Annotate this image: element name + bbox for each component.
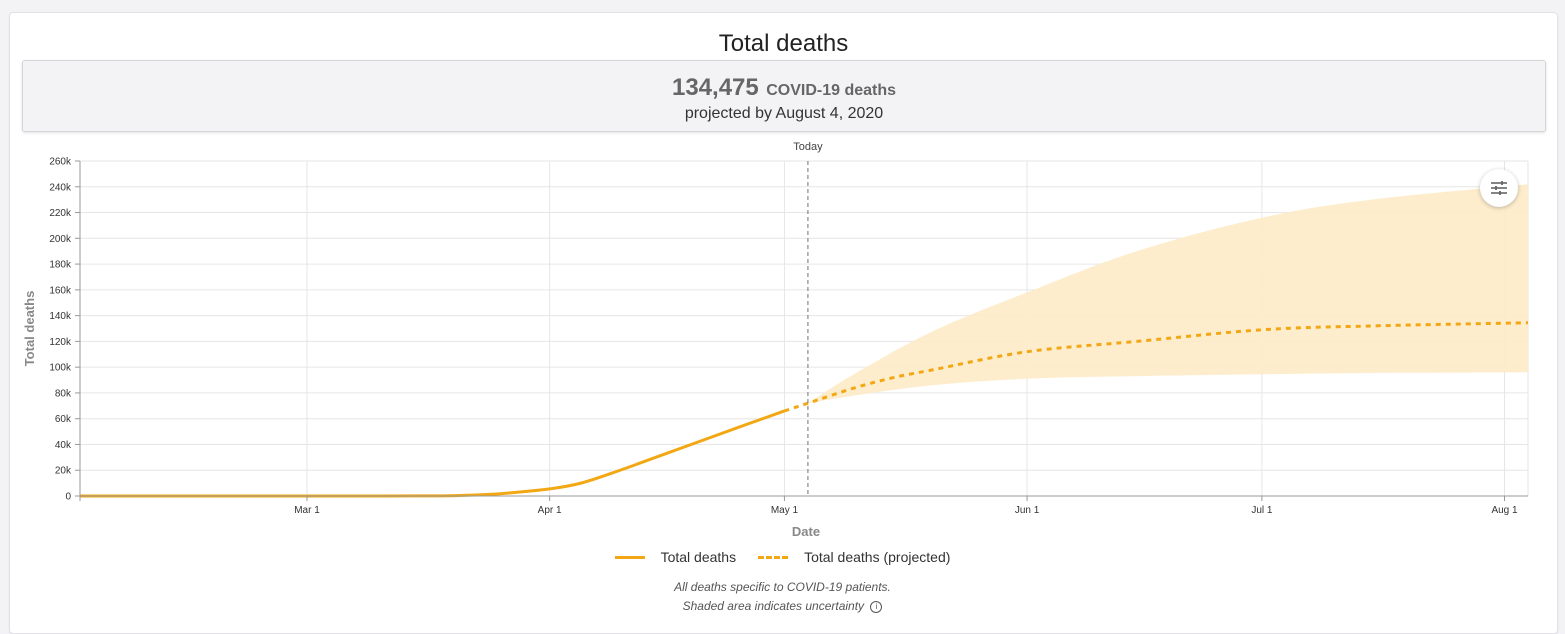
uncertainty-band [807, 184, 1528, 404]
x-axis-title: Date [792, 524, 820, 539]
x-tick-label: Jun 1 [1015, 505, 1040, 516]
y-tick-label: 180k [49, 260, 72, 271]
x-tick-label: Mar 1 [294, 505, 320, 516]
sliders-icon [1491, 181, 1507, 195]
chart-settings-button[interactable] [1480, 169, 1518, 207]
y-tick-label: 100k [49, 363, 72, 374]
legend-label-total-deaths-projected: Total deaths (projected) [804, 549, 951, 565]
y-tick-label: 40k [55, 440, 72, 451]
y-tick-label: 160k [49, 285, 72, 296]
total-deaths-chart: 0 20k 40k 60k 80k 100k 120k 140k 160k 180k 200k 220… [22, 141, 1529, 539]
legend-label-total-deaths: Total deaths [660, 549, 737, 565]
total-deaths-line [79, 409, 785, 498]
uncertainty-band-layer [807, 184, 1528, 404]
axes: 0 20k 40k 60k 80k 100k 120k 140k 160k 180k 200k 220… [49, 157, 1528, 516]
info-icon[interactable]: i [870, 600, 883, 613]
legend-item-total-deaths-projected[interactable]: Total deaths (projected) [758, 549, 950, 565]
x-tick-label: Apr 1 [538, 505, 562, 516]
x-tick-label: Aug 1 [1491, 505, 1518, 516]
note-deaths-specific: All deaths specific to COVID-19 patients… [674, 580, 891, 594]
note-uncertainty: Shaded area indicates uncertainty i [0, 599, 1565, 613]
y-tick-label: 240k [49, 182, 72, 193]
y-tick-label: 260k [49, 157, 72, 168]
today-label: Today [793, 141, 823, 153]
y-axis-title: Total deaths [22, 291, 37, 367]
projection-summary: 134,475 COVID-19 deaths projected by Aug… [22, 60, 1546, 132]
y-tick-label: 120k [49, 337, 72, 348]
x-tick-label: Jul 1 [1251, 505, 1273, 516]
y-tick-label: 0 [65, 492, 71, 503]
y-tick-label: 20k [55, 466, 72, 477]
projected-deaths-number: 134,475 [671, 74, 759, 101]
y-tick-label: 200k [49, 234, 72, 245]
projection-date-text: projected by August 4, 2020 [684, 105, 884, 122]
x-tick-label: May 1 [771, 505, 799, 516]
projected-deaths-unit: COVID-19 deaths [766, 82, 897, 99]
y-tick-label: 60k [55, 414, 72, 425]
y-tick-label: 220k [49, 208, 72, 219]
chart-legend: Total deaths Total deaths (projected) [0, 549, 1565, 565]
y-tick-label: 80k [55, 388, 72, 399]
legend-item-total-deaths[interactable]: Total deaths [614, 549, 737, 565]
legend-swatch-dashed [758, 555, 789, 559]
legend-swatch-solid [614, 555, 645, 559]
card-title: Total deaths [718, 30, 849, 57]
y-tick-label: 140k [49, 311, 72, 322]
note-uncertainty-text: Shaded area indicates uncertainty [682, 599, 865, 613]
